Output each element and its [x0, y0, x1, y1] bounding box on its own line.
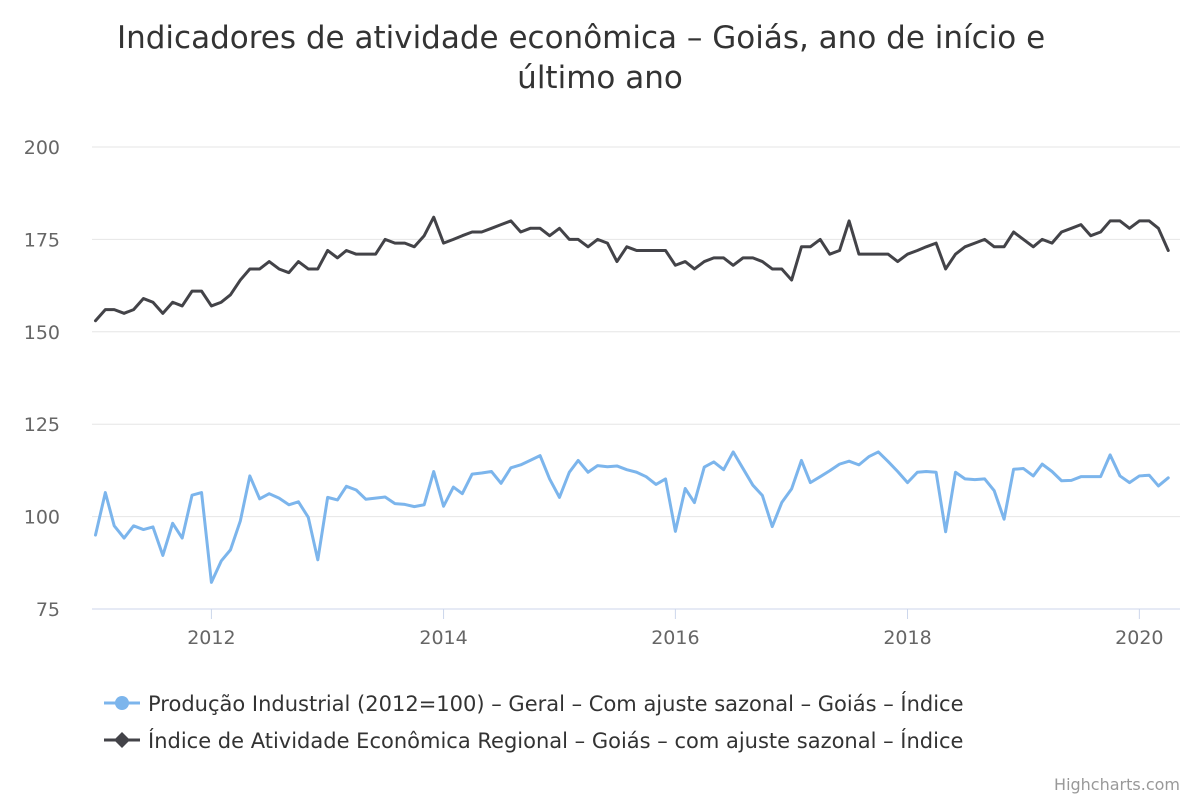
- x-tick-label: 2016: [651, 627, 699, 649]
- legend-label-ibcr: Índice de Atividade Econômica Regional –…: [148, 728, 963, 753]
- gridlines: [92, 146, 1180, 518]
- legend: Produção Industrial (2012=100) – Geral –…: [104, 691, 964, 753]
- legend-marker-circle-icon: [115, 696, 129, 710]
- chart-title-line-1: Indicadores de atividade econômica – Goi…: [117, 20, 1045, 56]
- series-line-ibcr: [93, 215, 1170, 323]
- chart-title: Indicadores de atividade econômica – Goi…: [117, 20, 1055, 96]
- y-axis-ticks: 75 100 125 150 175 200: [24, 137, 60, 621]
- x-tick-label: 2014: [419, 627, 467, 649]
- chart-title-line-2: último ano: [517, 60, 683, 96]
- legend-item-ibcr[interactable]: Índice de Atividade Econômica Regional –…: [104, 728, 963, 753]
- x-axis: 2012 2014 2016 2018 2020: [92, 608, 1180, 649]
- y-tick-label: 200: [24, 137, 60, 159]
- x-tick-label: 2018: [883, 627, 931, 649]
- legend-marker-diamond-icon: [114, 732, 130, 748]
- y-tick-label: 150: [24, 322, 60, 344]
- credits-link[interactable]: Highcharts.com: [1054, 775, 1180, 794]
- y-tick-label: 125: [24, 414, 60, 436]
- legend-item-industrial[interactable]: Produção Industrial (2012=100) – Geral –…: [104, 691, 964, 716]
- y-tick-label: 75: [36, 599, 60, 621]
- series-lines: [93, 215, 1170, 584]
- x-tick-label: 2020: [1115, 627, 1163, 649]
- legend-label-industrial: Produção Industrial (2012=100) – Geral –…: [148, 691, 964, 716]
- y-tick-label: 100: [24, 507, 60, 529]
- y-tick-label: 175: [24, 229, 60, 251]
- x-tick-label: 2012: [187, 627, 235, 649]
- series-line-industrial: [93, 450, 1170, 584]
